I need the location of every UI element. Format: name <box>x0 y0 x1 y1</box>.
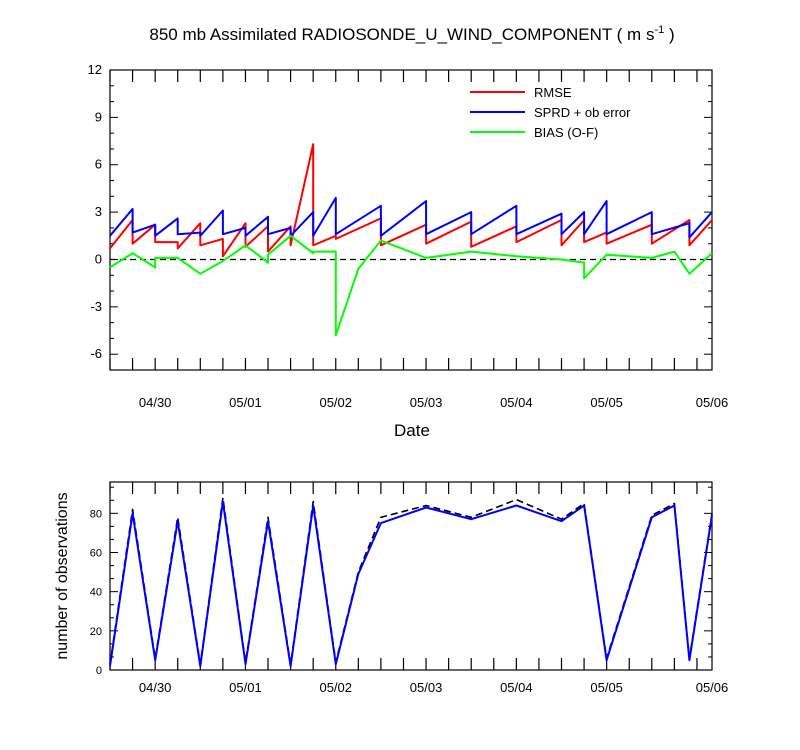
bottom-series-group <box>109 496 713 668</box>
bottom-y-axis: 0 20 40 60 80 <box>90 486 712 677</box>
top-y-axis: -6 -3 0 3 6 9 12 <box>88 62 712 371</box>
chart-title: 850 mb Assimilated RADIOSONDE_U_WIND_COM… <box>149 24 674 44</box>
top-series-sprd-ob-error <box>109 196 713 239</box>
bottom-y-axis-label: number of observations <box>54 492 71 659</box>
bottom-plot-frame <box>109 481 713 671</box>
bottom-ytick-label: 80 <box>90 508 102 520</box>
legend: RMSE SPRD + ob error BIAS (O-F) <box>470 85 631 140</box>
top-xtick-label: 05/05 <box>590 395 623 410</box>
top-xtick-label: 05/02 <box>319 395 352 410</box>
top-ytick-label: 9 <box>95 109 102 124</box>
top-ytick-label: -3 <box>90 299 102 314</box>
top-xtick-label: 04/30 <box>139 395 172 410</box>
top-series-rmse <box>109 143 713 258</box>
bottom-ytick-label: 60 <box>90 548 102 560</box>
bottom-series-possible <box>109 496 713 665</box>
bottom-ytick-label: 40 <box>90 587 102 599</box>
top-xtick-label: 05/06 <box>696 395 729 410</box>
bottom-xtick-label: 05/04 <box>500 680 533 695</box>
bottom-xtick-label: 05/06 <box>696 680 729 695</box>
legend-label: SPRD + ob error <box>534 105 631 120</box>
bottom-ytick-label: 0 <box>96 665 102 677</box>
bottom-xtick-label: 04/30 <box>139 680 172 695</box>
top-ytick-label: 0 <box>95 251 102 266</box>
legend-label: BIAS (O-F) <box>534 125 598 140</box>
bottom-chart: 0 20 40 60 80 04/30 05/01 05/02 05/03 05/04 05/05… <box>54 481 729 695</box>
bottom-xtick-label: 05/05 <box>590 680 623 695</box>
bottom-series-assimilated <box>109 500 713 668</box>
top-x-axis: 04/30 05/01 05/02 05/03 05/04 05/05 05/06 <box>109 70 729 410</box>
top-xtick-label: 05/04 <box>500 395 533 410</box>
bottom-xtick-label: 05/02 <box>319 680 352 695</box>
top-ytick-label: 6 <box>95 157 102 172</box>
top-series-group <box>109 143 713 337</box>
top-xtick-label: 05/03 <box>410 395 443 410</box>
top-series-bias-o-f <box>109 234 713 337</box>
top-ytick-label: 12 <box>88 62 102 77</box>
top-ytick-label: 3 <box>95 204 102 219</box>
x-axis-label: Date <box>394 421 430 440</box>
bottom-xtick-label: 05/03 <box>410 680 443 695</box>
top-xtick-label: 05/01 <box>229 395 262 410</box>
bottom-ytick-label: 20 <box>90 626 102 638</box>
legend-label: RMSE <box>534 85 572 100</box>
top-chart: 850 mb Assimilated RADIOSONDE_U_WIND_COM… <box>88 24 729 440</box>
bottom-x-axis: 04/30 05/01 05/02 05/03 05/04 05/05 05/06 <box>109 482 729 695</box>
top-ytick-label: -6 <box>90 346 102 361</box>
bottom-xtick-label: 05/01 <box>229 680 262 695</box>
